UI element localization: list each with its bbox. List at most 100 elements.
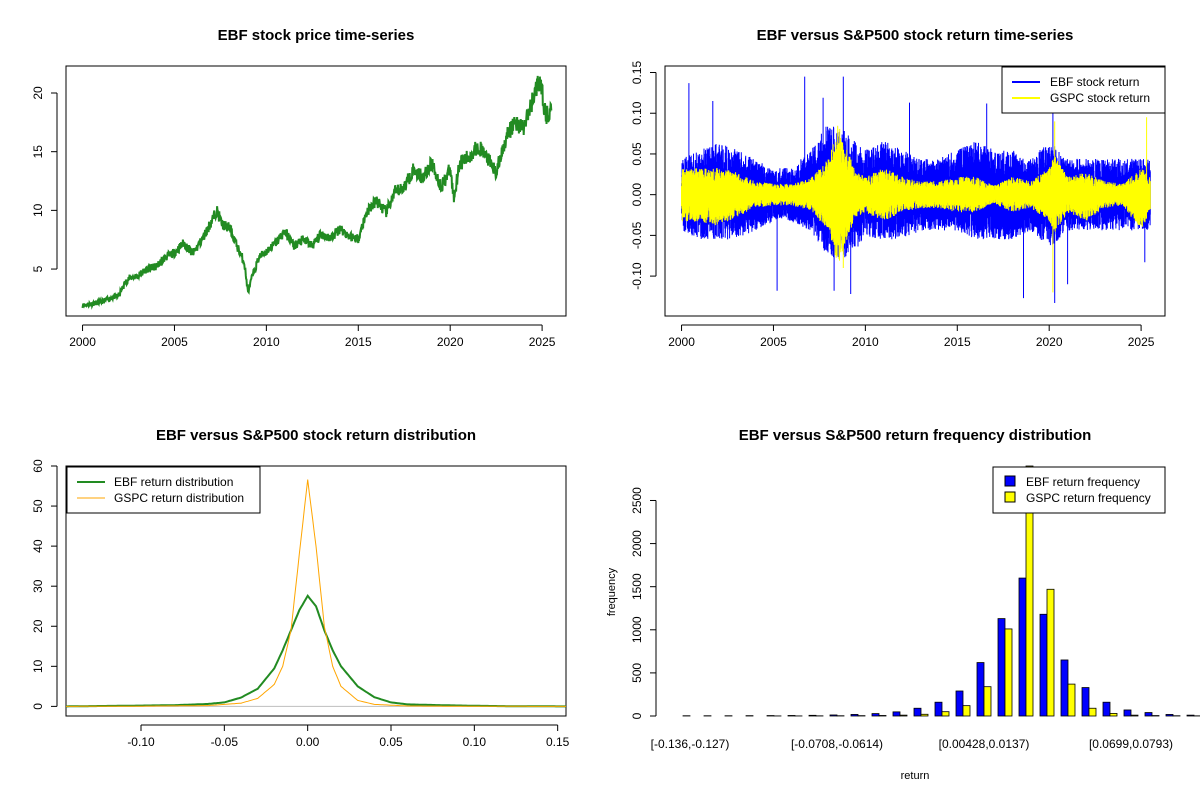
gspc-frequency-bar	[1046, 588, 1055, 717]
price-x-tick-label: 2000	[69, 335, 96, 349]
gspc-density-line	[66, 479, 566, 707]
frequency-y-tick-label: 2000	[630, 530, 644, 557]
ebf-frequency-bar	[1144, 712, 1153, 717]
ebf-frequency-bar	[1081, 687, 1090, 717]
ebf-frequency-bar	[997, 618, 1006, 717]
ebf-frequency-bar	[787, 715, 796, 717]
y-axis-returns: -0.10 -0.05 0.00 0.05 0.10 0.15	[630, 61, 657, 290]
returns-y-tick-label: -0.10	[630, 262, 644, 290]
returns-y-tick-label: 0.00	[630, 183, 644, 207]
gspc-return-series	[681, 117, 1151, 293]
density-y-tick-label: 40	[31, 539, 45, 553]
density-x-tick-label: 0.00	[296, 735, 320, 749]
returns-x-tick-label: 2000	[668, 335, 695, 349]
gspc-frequency-bar	[899, 714, 908, 717]
price-x-tick-label: 2020	[437, 335, 464, 349]
y-axis-price: 5 10 15 20	[31, 86, 58, 272]
price-y-tick-label: 20	[31, 86, 45, 100]
series-density	[66, 479, 566, 708]
frequency-y-tick-label: 0	[630, 712, 644, 719]
price-x-tick-label: 2010	[253, 335, 280, 349]
legend-returns: EBF stock return GSPC stock return	[1001, 66, 1166, 114]
y-axis-frequency: 0 500 1000 1500 2000 2500	[630, 487, 657, 719]
chart-title-price: EBF stock price time-series	[218, 27, 415, 44]
frequency-y-tick-label: 500	[630, 663, 644, 683]
returns-y-tick-label: 0.10	[630, 101, 644, 125]
ebf-density-line	[66, 594, 566, 708]
legend-frequency: EBF return frequency GSPC return frequen…	[992, 466, 1166, 514]
chart-title-density: EBF versus S&P500 stock return distribut…	[156, 427, 476, 444]
x-axis-title-frequency: return	[901, 770, 930, 782]
returns-x-tick-label: 2020	[1036, 335, 1063, 349]
ebf-frequency-bar	[1102, 701, 1111, 717]
panel-returns: EBF versus S&P500 stock return time-seri…	[630, 27, 1166, 349]
series-price	[81, 75, 553, 310]
chart-title-returns: EBF versus S&P500 stock return time-seri…	[757, 27, 1074, 44]
y-axis-title-frequency: frequency	[606, 567, 618, 616]
returns-y-tick-label: 0.05	[630, 142, 644, 166]
plot-frame-returns	[664, 65, 1166, 317]
returns-x-tick-label: 2010	[852, 335, 879, 349]
ebf-frequency-bar	[808, 714, 817, 717]
plot-frame-density	[65, 465, 567, 717]
returns-x-tick-label: 2015	[944, 335, 971, 349]
price-x-tick-label: 2015	[345, 335, 372, 349]
density-x-tick-label: 0.15	[546, 735, 570, 749]
x-axis-density: -0.10 -0.05 0.00 0.05 0.10 0.15	[127, 724, 570, 749]
x-axis-price: 2000 2005 2010 2015 2020 2025	[69, 324, 556, 349]
ebf-frequency-bar	[871, 713, 880, 717]
frequency-x-tick-label: [0.0699,0.0793)	[1089, 737, 1173, 751]
legend-density: EBF return distribution GSPC return dist…	[66, 466, 261, 514]
ebf-frequency-bar	[1060, 659, 1069, 717]
ebf-frequency-bar	[913, 707, 922, 717]
legend-label-ebf-frequency: EBF return frequency	[1026, 475, 1140, 489]
x-axis-returns: 2000 2005 2010 2015 2020 2025	[668, 324, 1155, 349]
legend-label-ebf-density: EBF return distribution	[114, 475, 233, 489]
density-x-tick-label: -0.10	[127, 735, 155, 749]
gspc-frequency-bar	[1109, 713, 1118, 717]
legend-swatch-ebf-frequency	[1004, 475, 1016, 487]
density-y-tick-label: 30	[31, 579, 45, 593]
legend-box-returns	[1001, 66, 1166, 114]
gspc-frequency-bar	[1130, 714, 1139, 717]
series-returns	[681, 76, 1151, 303]
panel-price: EBF stock price time-series 2000 2005 2010…	[31, 27, 567, 349]
price-x-tick-label: 2005	[161, 335, 188, 349]
y-axis-density: 0 10 20 30 40 50 60	[31, 459, 58, 710]
legend-box-frequency	[992, 466, 1166, 514]
ebf-frequency-bar	[1123, 709, 1132, 717]
ebf-frequency-bar	[955, 690, 964, 717]
plot-frame-price	[65, 65, 567, 317]
density-y-tick-label: 60	[31, 459, 45, 473]
price-y-tick-label: 5	[31, 265, 45, 272]
x-axis-frequency: [-0.136,-0.127) [-0.0708,-0.0614) [0.00428…	[651, 737, 1173, 751]
legend-swatch-gspc-frequency	[1004, 491, 1016, 503]
gspc-frequency-bar	[1088, 707, 1097, 717]
panel-density: EBF versus S&P500 stock return distribut…	[31, 427, 570, 749]
ebf-frequency-bar	[850, 714, 859, 717]
frequency-x-tick-label: [-0.136,-0.127)	[651, 737, 730, 751]
ebf-frequency-bar	[1186, 714, 1195, 717]
frequency-x-tick-label: [0.00428,0.0137)	[939, 737, 1030, 751]
gspc-frequency-bar	[941, 711, 950, 717]
ebf-frequency-bar	[934, 701, 943, 717]
gspc-frequency-bar	[1025, 465, 1034, 717]
density-x-tick-label: 0.10	[463, 735, 487, 749]
gspc-frequency-bar	[1004, 628, 1013, 717]
frequency-y-tick-label: 2500	[630, 487, 644, 514]
returns-x-tick-label: 2005	[760, 335, 787, 349]
frequency-y-tick-label: 1500	[630, 573, 644, 600]
frequency-y-tick-label: 1000	[630, 616, 644, 643]
legend-label-gspc-density: GSPC return distribution	[114, 491, 244, 505]
price-x-tick-label: 2025	[529, 335, 556, 349]
gspc-frequency-bar	[983, 686, 992, 717]
ebf-frequency-bar	[829, 714, 838, 717]
density-y-tick-label: 0	[31, 703, 45, 710]
legend-label-gspc-return: GSPC stock return	[1050, 91, 1150, 105]
price-y-tick-label: 10	[31, 203, 45, 217]
panel-frequency: EBF versus S&P500 return frequency distr…	[606, 427, 1200, 782]
chart-title-frequency: EBF versus S&P500 return frequency distr…	[739, 427, 1092, 444]
ebf-frequency-bar	[1039, 613, 1048, 717]
frequency-x-tick-label: [-0.0708,-0.0614)	[791, 737, 883, 751]
